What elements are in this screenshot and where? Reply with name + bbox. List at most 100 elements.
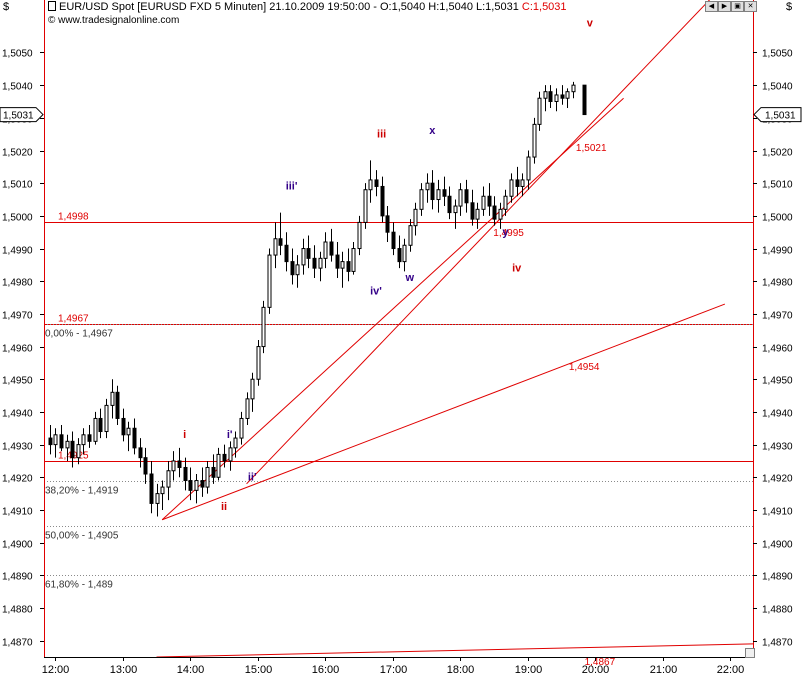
- trendline: [156, 643, 754, 658]
- candle-body: [312, 257, 317, 269]
- candle-body: [453, 205, 458, 214]
- y-tick-label-right: 1,4900: [762, 540, 793, 551]
- candle-body: [458, 189, 463, 207]
- candle-body: [554, 94, 559, 102]
- candle-body: [464, 189, 469, 204]
- candle-body: [565, 91, 570, 99]
- y-tick-label-right: 1,4950: [762, 376, 793, 387]
- y-tick-label-right: 1,4920: [762, 474, 793, 485]
- candle-body: [447, 195, 452, 214]
- trendline-label: 1,4867: [585, 657, 616, 668]
- y-tick-label-right: 1,4970: [762, 311, 793, 322]
- chart-title: EUR/USD Spot [EURUSD FXD 5 Minuten] 21.1…: [48, 1, 567, 13]
- y-tick-label-right: 1,5000: [762, 213, 793, 224]
- y-tick-label-right: 1,4960: [762, 344, 793, 355]
- candle-body: [233, 437, 238, 449]
- candle-body: [363, 189, 368, 223]
- candle-body: [340, 261, 345, 269]
- y-tick-label-left: 1,4890: [2, 572, 33, 583]
- y-tick-label-left: 1,4880: [2, 605, 33, 616]
- resize-grip-icon[interactable]: [745, 648, 755, 658]
- wave-label: i: [183, 429, 186, 441]
- wave-label: iii': [286, 181, 298, 193]
- y-tick-label-left: 1,4950: [2, 376, 33, 387]
- trendline: [161, 303, 726, 521]
- x-tick-label: 21:00: [650, 664, 678, 676]
- candle-body: [442, 189, 447, 197]
- x-tick-label: 12:00: [42, 664, 70, 676]
- source-credit: © www.tradesignalonline.com: [48, 15, 180, 26]
- last-price-marker-left: [0, 107, 44, 123]
- candle-body: [171, 460, 176, 472]
- candle-body: [537, 97, 542, 125]
- candle-body: [261, 306, 266, 348]
- y-tick-label-right: 1,4990: [762, 246, 793, 257]
- maximize-icon[interactable]: ▣: [731, 1, 744, 12]
- currency-symbol-right: $: [786, 1, 793, 13]
- candle-body: [397, 248, 402, 263]
- candle-body: [188, 480, 193, 491]
- candle-body: [200, 480, 205, 488]
- candle-body: [104, 404, 109, 433]
- y-tick-label-right: 1,5040: [762, 82, 793, 93]
- candle-body: [132, 427, 137, 449]
- trendline-label: 1,5021: [576, 143, 607, 154]
- candle-body: [368, 179, 373, 191]
- trendline-label: 1,4954: [569, 362, 600, 373]
- x-tick-label: 16:00: [312, 664, 340, 676]
- y-tick-label-right: 1,4880: [762, 605, 793, 616]
- x-tick-label: 22:00: [717, 664, 745, 676]
- candle-body: [515, 179, 520, 187]
- candle-body: [93, 417, 98, 442]
- candle-body: [76, 444, 81, 459]
- candle-body: [59, 434, 64, 449]
- candle-body: [267, 254, 272, 308]
- candle-body: [290, 261, 295, 276]
- candle-body: [470, 202, 475, 220]
- candle-body: [160, 486, 165, 495]
- last-price-label-left: 1,5031: [3, 111, 34, 122]
- candle-body: [425, 182, 430, 191]
- candle-body: [385, 215, 390, 233]
- candle-body: [335, 254, 340, 269]
- y-tick-label-left: 1,4970: [2, 311, 33, 322]
- candle-body: [402, 244, 407, 263]
- candle-body: [492, 205, 497, 220]
- y-tick-label-right: 1,5010: [762, 180, 793, 191]
- scroll-right-icon[interactable]: ▶: [718, 1, 731, 12]
- y-tick-label-left: 1,4960: [2, 344, 33, 355]
- y-tick-label-left: 1,5000: [2, 213, 33, 224]
- candle-body: [53, 434, 58, 446]
- scroll-left-icon[interactable]: ◀: [705, 1, 718, 12]
- candle-body: [121, 417, 126, 436]
- y-tick-label-right: 1,4980: [762, 278, 793, 289]
- candle-body: [87, 434, 92, 442]
- fib-level-label: 61,80% - 1,489: [45, 580, 113, 591]
- wave-label: y: [502, 226, 509, 238]
- last-price-marker-right: [753, 107, 802, 123]
- x-tick-label: 15:00: [245, 664, 273, 676]
- close-icon[interactable]: ✕: [744, 1, 757, 12]
- candle-body: [391, 231, 396, 250]
- x-tick-label: 19:00: [515, 664, 543, 676]
- candle-body: [419, 189, 424, 210]
- candle-body: [560, 94, 565, 99]
- y-tick-label-left: 1,5020: [2, 148, 33, 159]
- candle-body: [295, 264, 300, 276]
- fib-level-label: 0,00% - 1,4967: [45, 329, 113, 340]
- x-tick-label: 13:00: [110, 664, 138, 676]
- candle-body: [250, 378, 255, 400]
- candle-body: [177, 460, 182, 468]
- candle-body: [98, 417, 103, 433]
- y-tick-label-right: 1,4910: [762, 507, 793, 518]
- y-tick-label-right: 1,4940: [762, 409, 793, 420]
- y-tick-label-right: 1,4870: [762, 638, 793, 649]
- candle-body: [166, 470, 171, 488]
- fib-level-label: 38,20% - 1,4919: [45, 486, 119, 497]
- y-tick-label-left: 1,5040: [2, 82, 33, 93]
- candle-body: [475, 208, 480, 220]
- candle-body: [430, 182, 435, 201]
- candle-body: [571, 84, 576, 93]
- candle-body: [48, 437, 53, 446]
